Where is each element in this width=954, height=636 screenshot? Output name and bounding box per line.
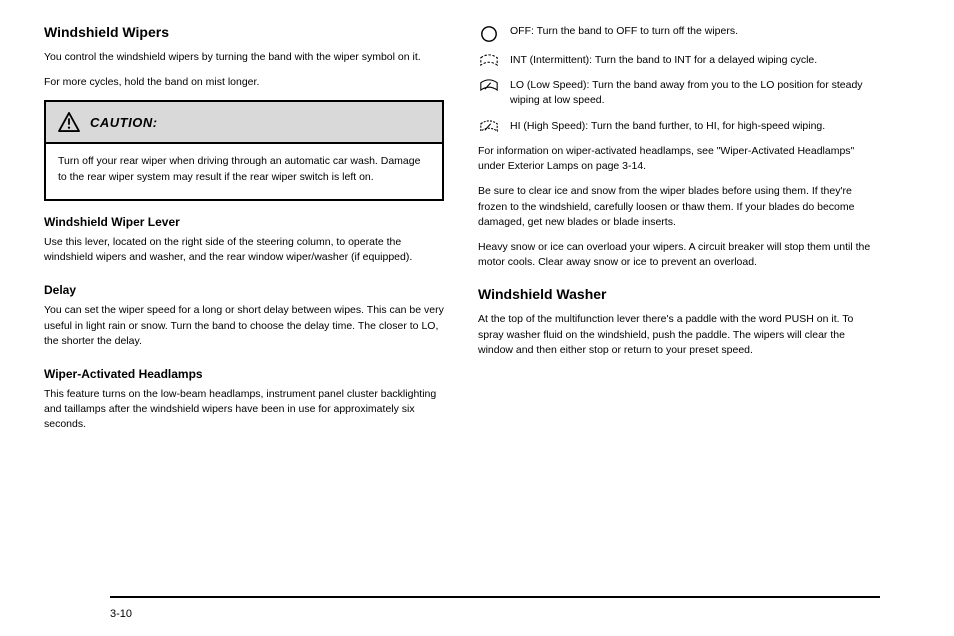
headlamps-label: Wiper-Activated Headlamps (44, 367, 444, 381)
mode-desc-off: Turn the band to OFF to turn off the wip… (537, 25, 738, 37)
delay-text: You can set the wiper speed for a long o… (44, 303, 444, 349)
caution-body: Turn off your rear wiper when driving th… (46, 144, 442, 198)
delay-block: Delay You can set the wiper speed for a … (44, 283, 444, 349)
mode-desc-int: Turn the band to INT for a delayed wipin… (595, 54, 817, 66)
mode-text-off: OFF: Turn the band to OFF to turn off th… (510, 24, 878, 39)
mode-text-int: INT (Intermittent): Turn the band to INT… (510, 53, 878, 68)
mode-text-lo: LO (Low Speed): Turn the band away from … (510, 78, 878, 108)
lever-label: Windshield Wiper Lever (44, 215, 444, 229)
footer-rule (110, 596, 880, 598)
section-title: Windshield Wipers (44, 24, 444, 40)
mode-row-int: INT (Intermittent): Turn the band to INT… (478, 53, 878, 68)
mode-row-off: OFF: Turn the band to OFF to turn off th… (478, 24, 878, 43)
caution-header: CAUTION: (46, 102, 442, 144)
off-icon (478, 24, 500, 43)
headlamps-block: Wiper-Activated Headlamps This feature t… (44, 367, 444, 433)
mode-text-hi: HI (High Speed): Turn the band further, … (510, 119, 878, 134)
lever-block: Windshield Wiper Lever Use this lever, l… (44, 215, 444, 265)
high-speed-wiper-icon (478, 119, 500, 134)
intro-paragraph-1: You control the windshield wipers by tur… (44, 50, 444, 65)
left-column: Windshield Wipers You control the windsh… (44, 24, 444, 451)
warning-triangle-icon (58, 112, 80, 132)
caution-box: CAUTION: Turn off your rear wiper when d… (44, 100, 444, 200)
page-number: 3-10 (110, 608, 132, 620)
right-column: OFF: Turn the band to OFF to turn off th… (478, 24, 878, 368)
washer-text: At the top of the multifunction lever th… (478, 312, 878, 358)
intro-paragraph-2: For more cycles, hold the band on mist l… (44, 75, 444, 90)
mode-desc-hi: Turn the band further, to HI, for high-s… (591, 120, 825, 132)
mode-name-int: INT (Intermittent): (510, 54, 592, 66)
washer-title: Windshield Washer (478, 286, 878, 302)
low-speed-wiper-icon (478, 78, 500, 93)
mode-row-lo: LO (Low Speed): Turn the band away from … (478, 78, 878, 108)
mode-name-lo: LO (Low Speed): (510, 79, 589, 91)
mode-name-hi: HI (High Speed): (510, 120, 588, 132)
delay-label: Delay (44, 283, 444, 297)
mode-name-off: OFF: (510, 25, 534, 37)
headlamps-text: This feature turns on the low-beam headl… (44, 387, 444, 433)
intermittent-wiper-icon (478, 53, 500, 68)
manual-page: Windshield Wipers You control the windsh… (0, 0, 954, 636)
lever-text: Use this lever, located on the right sid… (44, 235, 444, 265)
right-paragraph-1: For information on wiper-activated headl… (478, 144, 878, 174)
right-paragraph-3: Heavy snow or ice can overload your wipe… (478, 240, 878, 270)
caution-label: CAUTION: (90, 115, 158, 130)
mode-row-hi: HI (High Speed): Turn the band further, … (478, 119, 878, 134)
right-paragraph-2: Be sure to clear ice and snow from the w… (478, 184, 878, 230)
